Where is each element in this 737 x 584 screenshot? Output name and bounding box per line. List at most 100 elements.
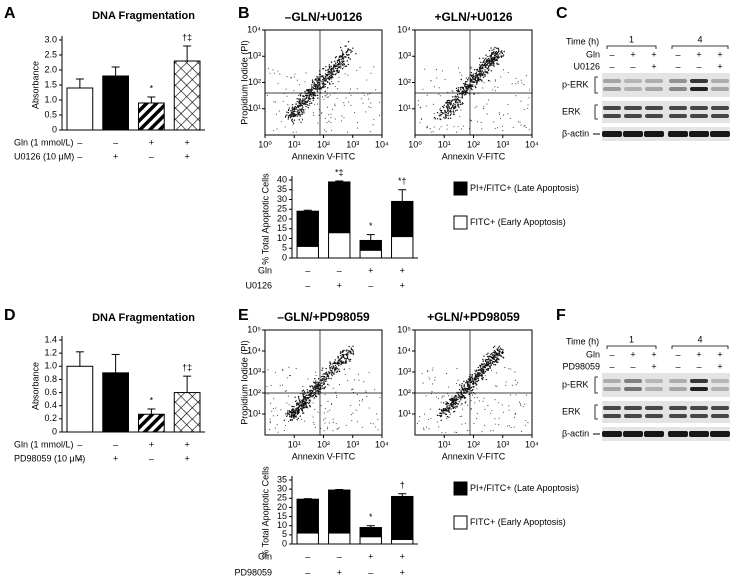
flow-dot	[302, 102, 304, 104]
flow-dot	[291, 408, 294, 410]
blot-band	[669, 114, 687, 118]
flow-dot	[370, 422, 372, 425]
flow-dot	[494, 352, 496, 355]
flow-dot	[341, 55, 344, 57]
flow-dot	[499, 53, 501, 55]
flow-dot	[492, 353, 494, 356]
flow-dot	[470, 387, 472, 389]
flow-dot	[460, 385, 463, 387]
flow-dot	[471, 374, 474, 376]
flow-dot	[527, 107, 529, 110]
flow-dot	[342, 355, 345, 357]
flow-dot	[298, 105, 301, 107]
flow-dot	[292, 115, 295, 118]
flow-dot	[490, 56, 492, 59]
panel-letter: A	[4, 5, 16, 22]
flow-dot	[493, 363, 495, 366]
time-bracket	[671, 345, 729, 349]
flow-dot	[318, 83, 320, 85]
flow-dot	[527, 104, 529, 106]
flow-dot	[293, 76, 296, 78]
flow-dot	[444, 112, 446, 114]
flow-dot	[307, 396, 309, 399]
y-tick-label: 10⁵	[397, 324, 411, 334]
flow-dot	[322, 67, 324, 70]
blot-band	[624, 406, 642, 410]
flow-dot	[459, 115, 461, 117]
flow-dot	[503, 50, 505, 53]
flow-dot	[287, 410, 289, 412]
flow-dot	[317, 81, 319, 84]
flow-dot	[304, 81, 306, 83]
flow-dot	[487, 66, 490, 69]
flow-dot	[318, 73, 320, 75]
flow-dot	[355, 409, 357, 411]
blot-band	[624, 87, 642, 91]
panel-letter: B	[238, 5, 250, 22]
flow-dot	[473, 68, 476, 71]
flow-dot	[337, 59, 340, 62]
flow-dot	[357, 373, 359, 375]
flow-dot	[484, 75, 486, 77]
legend-swatch	[453, 215, 468, 230]
flow-dot	[312, 99, 315, 101]
flow-dot	[428, 376, 430, 378]
flow-dot	[308, 94, 310, 96]
flow-dot	[298, 398, 300, 400]
flow-dot	[287, 109, 290, 112]
flow-dot	[308, 396, 310, 399]
flow-dot	[372, 124, 374, 126]
flow-dot	[352, 353, 355, 355]
flow-dot	[291, 104, 294, 106]
flow-dot	[448, 386, 450, 388]
y-tick-label: 10²	[398, 387, 411, 397]
flow-dot	[368, 371, 370, 373]
flow-dot	[445, 432, 447, 434]
blot-band	[690, 387, 708, 391]
flow-dot	[359, 404, 361, 406]
flow-dot	[477, 379, 480, 382]
flow-dot	[495, 47, 498, 49]
condition-label: Gln	[258, 551, 272, 561]
flow-dot	[504, 366, 506, 369]
flow-dot	[485, 378, 487, 381]
flow-dot	[311, 86, 313, 88]
condition-label: U0126	[245, 280, 272, 290]
flow-dot	[350, 414, 353, 416]
flow-dot	[314, 408, 316, 410]
flow-dot	[337, 428, 339, 430]
flow-dot	[301, 409, 303, 411]
flow-dot	[471, 89, 473, 91]
flow-dot	[508, 409, 510, 411]
flow-dot	[311, 395, 314, 397]
flow-dot	[486, 66, 488, 68]
blot-band	[669, 387, 687, 391]
flow-dot	[489, 362, 491, 364]
flow-dot	[493, 65, 495, 67]
flow-dot	[331, 67, 333, 70]
flow-dot	[452, 96, 454, 98]
flow-dot	[333, 66, 335, 68]
flow-dot	[339, 61, 341, 64]
flow-dot	[494, 80, 496, 82]
flow-dot	[328, 371, 331, 374]
flow-dot	[450, 100, 452, 102]
flow-dot	[455, 395, 458, 397]
flow-dot	[472, 75, 475, 78]
flow-dot	[484, 371, 487, 373]
flow-dot	[474, 402, 476, 404]
annotation: †‡	[182, 32, 192, 42]
flow-dot	[453, 108, 455, 110]
flow-dot	[443, 104, 445, 106]
flow-dot	[315, 382, 317, 384]
flow-dot	[351, 419, 353, 422]
flow-dot	[467, 387, 469, 389]
bar	[138, 413, 165, 433]
condition-value: +	[368, 265, 373, 275]
flow-dot	[305, 97, 308, 99]
blot-band	[668, 131, 688, 137]
flow-dot	[473, 422, 475, 424]
flow-dot	[311, 81, 314, 84]
bar-segment	[328, 232, 351, 259]
flow-dot	[280, 121, 282, 123]
